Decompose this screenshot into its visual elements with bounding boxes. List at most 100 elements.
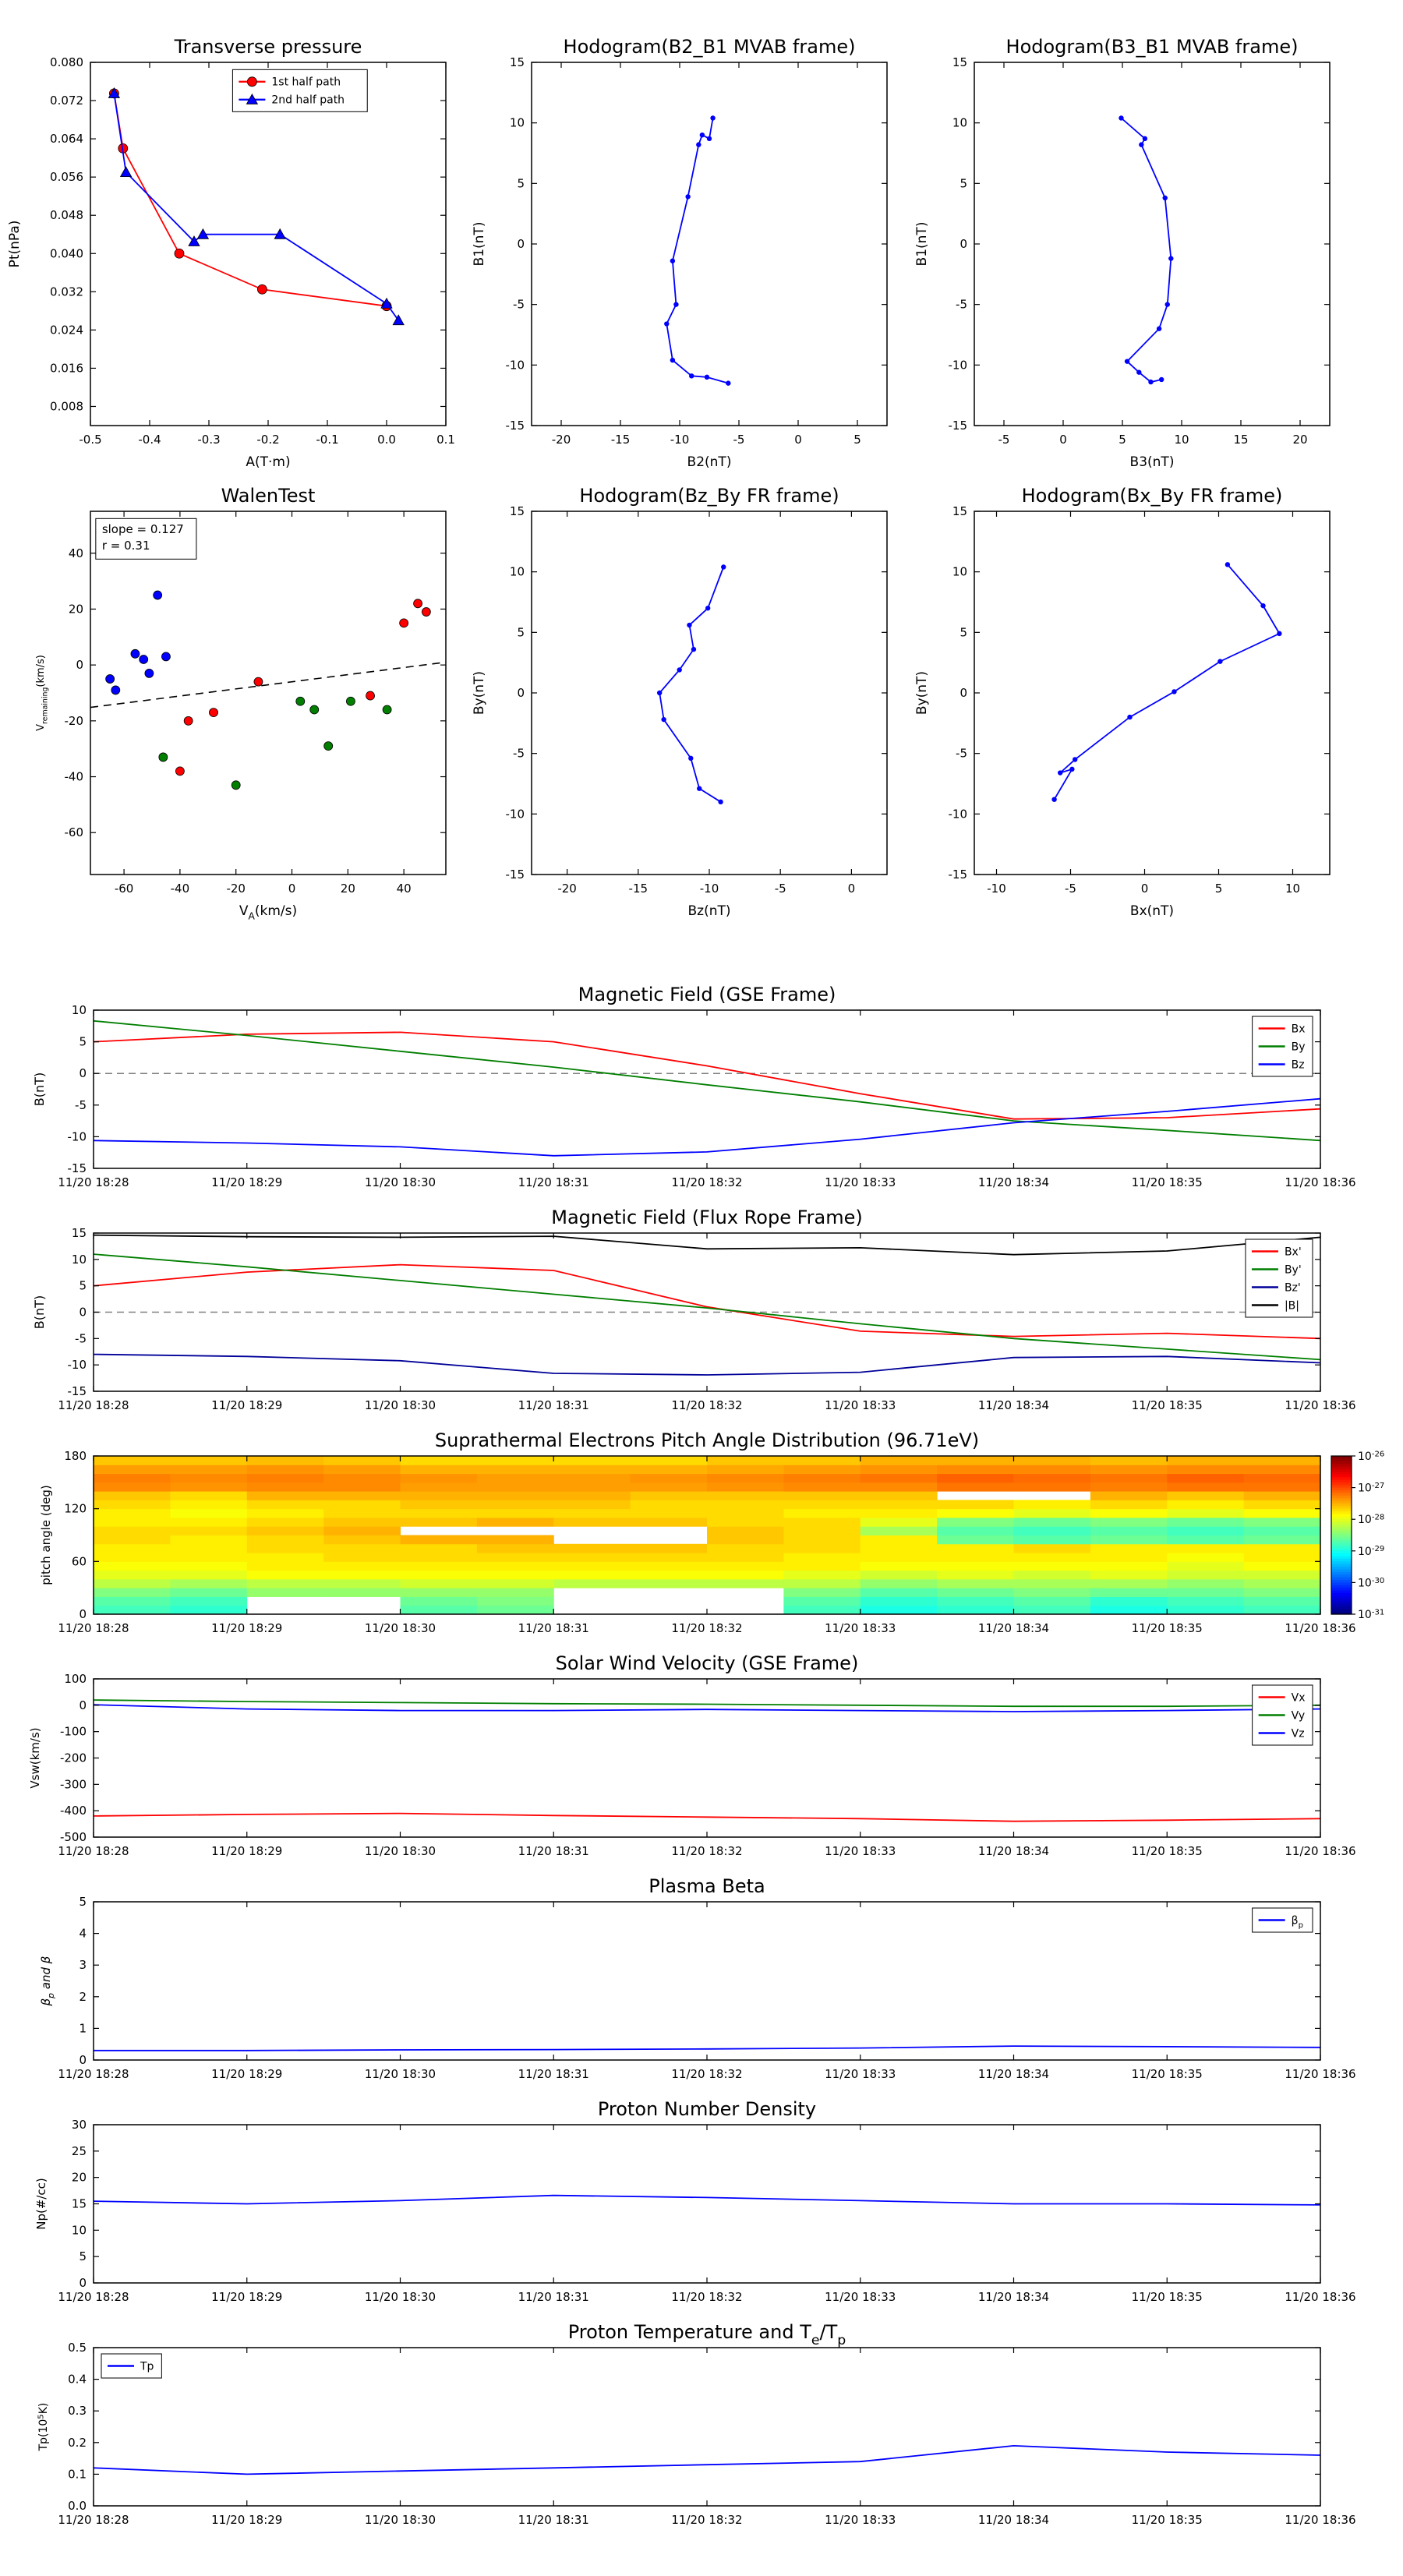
- y-axis-label: Tp(105K): [37, 2403, 50, 2452]
- axes-frame: [93, 1901, 1321, 2061]
- x-tick-label: 11/20 18:35: [1132, 1398, 1203, 1412]
- series-Vx: [93, 1812, 1321, 1822]
- dot-marker: [673, 302, 679, 307]
- colorbar-cell: [1331, 1477, 1352, 1481]
- heatmap-cell: [1013, 1561, 1091, 1571]
- heatmap-cell: [246, 1526, 324, 1535]
- colorbar-cell: [1331, 1532, 1352, 1536]
- x-tick-label: 10: [1174, 433, 1189, 447]
- y-tick-label: 0.040: [50, 246, 83, 260]
- legend-label: Bx': [1285, 1246, 1302, 1258]
- heatmap-cell: [246, 1473, 324, 1483]
- y-tick-label: 15: [952, 55, 967, 69]
- heatmap-cell: [1013, 1596, 1091, 1606]
- y-tick-label: 0.032: [50, 284, 83, 299]
- heatmap-cell: [783, 1465, 861, 1475]
- x-axis-label: Bx(nT): [1130, 903, 1174, 919]
- x-tick-label: 11/20 18:33: [825, 1398, 896, 1412]
- heatmap-cell: [630, 1570, 708, 1580]
- series-|B|: [93, 1234, 1321, 1256]
- axes-frame: [93, 2347, 1321, 2507]
- heatmap-cell: [170, 1570, 248, 1580]
- legend-label: Tp: [140, 2360, 154, 2373]
- x-tick-label: -0.3: [197, 433, 220, 447]
- colorbar-cell: [1331, 1598, 1352, 1602]
- series-Bz_By: [659, 567, 725, 803]
- heatmap-cell: [170, 1473, 248, 1483]
- dot-marker: [1073, 757, 1078, 762]
- colorbar-tick-label: 10-26: [1358, 1450, 1384, 1463]
- y-tick-label: -10: [506, 358, 525, 372]
- dot-marker: [721, 564, 726, 570]
- heatmap-cell: [1013, 1553, 1091, 1562]
- y-tick-label: 0.0: [68, 2499, 87, 2513]
- dot-marker: [1158, 376, 1164, 383]
- heatmap-cell: [783, 1526, 861, 1535]
- heatmap-cell: [476, 1456, 554, 1465]
- heatmap-cell: [937, 1500, 1015, 1510]
- heatmap-cell: [94, 1553, 171, 1562]
- y-tick-label: -10: [949, 358, 968, 372]
- heatmap-cell: [860, 1500, 938, 1510]
- heatmap-cell: [1090, 1605, 1168, 1615]
- y-tick-label: 0: [517, 686, 525, 700]
- chart-title: Hodogram(B2_B1 MVAB frame): [564, 36, 856, 58]
- x-tick-label: 11/20 18:29: [211, 2290, 282, 2304]
- y-tick-label: 0: [79, 1698, 87, 1712]
- heatmap-cell: [630, 1473, 708, 1483]
- y-tick-label: 0: [79, 1066, 87, 1080]
- heatmap-cell: [553, 1561, 631, 1571]
- heatmap-cell: [400, 1465, 478, 1475]
- x-tick-label: 11/20 18:30: [365, 2513, 436, 2527]
- colorbar-tick-label: 10-28: [1358, 1514, 1384, 1527]
- heatmap-cell: [246, 1570, 324, 1580]
- x-tick-label: 11/20 18:30: [365, 2290, 436, 2304]
- heatmap-cell: [1167, 1517, 1245, 1527]
- circle-marker: [144, 669, 154, 678]
- heatmap-cell: [1167, 1482, 1245, 1492]
- heatmap-cell: [783, 1605, 861, 1615]
- y-axis-label: pitch angle (deg): [39, 1485, 53, 1585]
- heatmap-cell: [1090, 1526, 1168, 1535]
- heatmap-cell: [1243, 1570, 1321, 1580]
- circle-marker: [399, 618, 409, 628]
- series-Bz: [93, 1097, 1321, 1157]
- heatmap-cell: [707, 1553, 784, 1562]
- heatmap-cell: [476, 1561, 554, 1571]
- x-tick-label: 11/20 18:32: [671, 2513, 742, 2527]
- heatmap-cell: [1090, 1553, 1168, 1562]
- y-axis-label: Np(#/cc): [34, 2178, 48, 2230]
- heatmap-cell: [1243, 1473, 1321, 1483]
- colorbar-cell: [1331, 1489, 1352, 1493]
- heatmap-cell: [476, 1500, 554, 1510]
- x-tick-label: 11/20 18:36: [1285, 1175, 1355, 1189]
- triangle-marker: [274, 228, 286, 239]
- heatmap-cell: [94, 1456, 171, 1465]
- y-tick-label: -10: [68, 1129, 87, 1143]
- x-tick-label: 11/20 18:31: [518, 2513, 589, 2527]
- colorbar-cell: [1331, 1585, 1352, 1588]
- colorbar-cell: [1331, 1603, 1352, 1607]
- y-tick-label: -10: [68, 1358, 87, 1372]
- heatmap-cell: [707, 1535, 784, 1545]
- heatmap-cell: [323, 1561, 401, 1571]
- colorbar-cell: [1331, 1516, 1352, 1520]
- heatmap-cell: [323, 1578, 401, 1588]
- heatmap-cell: [476, 1491, 554, 1500]
- dot-marker: [706, 136, 712, 142]
- circle-marker: [183, 716, 193, 726]
- heatmap-cell: [860, 1465, 938, 1475]
- heatmap-cell: [94, 1465, 171, 1475]
- heatmap-cell: [400, 1561, 478, 1571]
- y-tick-label: 5: [517, 176, 525, 190]
- heatmap-cell: [400, 1473, 478, 1483]
- colorbar-cell: [1331, 1503, 1352, 1507]
- y-axis-label: Pt(nPa): [7, 221, 23, 268]
- series-Bx_By: [1053, 564, 1281, 800]
- y-tick-label: 0.008: [50, 399, 83, 413]
- y-tick-label: 0: [79, 2053, 87, 2067]
- heatmap-cell: [246, 1578, 324, 1588]
- heatmap-cell: [170, 1535, 248, 1545]
- heatmap-cell: [1090, 1535, 1168, 1545]
- heatmap-cell: [937, 1561, 1015, 1571]
